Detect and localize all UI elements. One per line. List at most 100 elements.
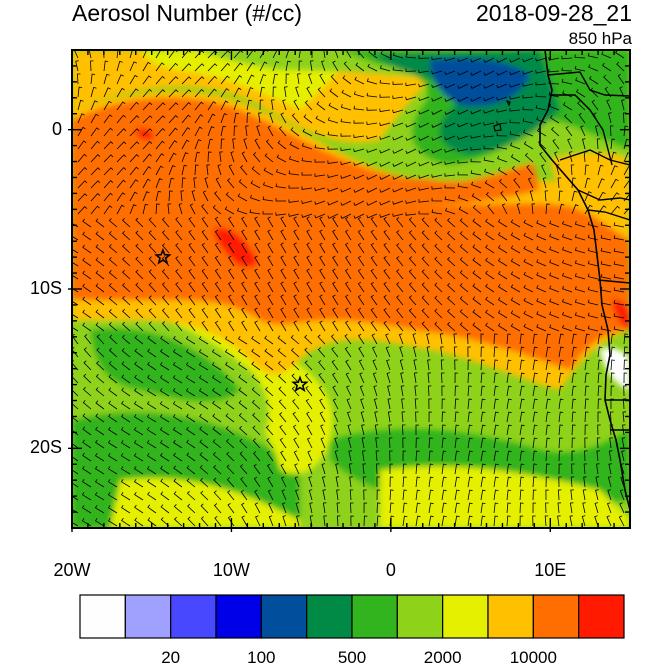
wind-barb — [493, 424, 499, 436]
wind-barb — [321, 450, 326, 462]
wind-barb — [268, 515, 274, 527]
wind-barb — [485, 218, 495, 228]
wind-barb — [181, 63, 192, 72]
wind-barb — [225, 361, 235, 371]
wind-barb — [532, 398, 538, 410]
wind-barb — [582, 502, 586, 514]
wind-barb — [281, 489, 287, 501]
wind-barb — [288, 155, 300, 163]
wind-barb — [421, 217, 430, 228]
wind-barb — [135, 217, 144, 228]
wind-barb — [467, 411, 473, 423]
wind-barb — [315, 115, 326, 124]
wind-barb — [405, 187, 417, 192]
wind-barb — [441, 411, 446, 423]
colorbar-swatch — [532, 594, 580, 639]
wind-barb — [155, 75, 165, 85]
wind-barb — [558, 203, 565, 215]
wind-barb — [497, 309, 508, 319]
wind-barb — [293, 229, 300, 241]
wind-barb — [597, 151, 602, 163]
wind-barb — [322, 476, 326, 488]
wind-barb — [207, 75, 218, 85]
wind-barb — [402, 515, 408, 527]
wind-barb — [421, 256, 430, 267]
wind-barb — [133, 427, 144, 436]
wind-barb — [431, 148, 443, 154]
wind-barb — [480, 359, 485, 371]
wind-barb — [447, 295, 456, 306]
wind-barb — [336, 515, 341, 527]
wind-barb — [413, 372, 418, 384]
wind-barb — [613, 326, 625, 332]
colorbar-swatch — [487, 594, 534, 639]
wind-barb — [571, 424, 576, 436]
lon-label: 0 — [385, 560, 396, 580]
wind-barb — [545, 502, 549, 514]
colorbar-swatch — [396, 594, 444, 639]
wind-barb — [147, 361, 157, 371]
wind-barb — [545, 359, 551, 371]
wind-barb — [434, 256, 443, 267]
wind-barb — [135, 295, 144, 306]
wind-barb — [519, 515, 524, 527]
lat-label: 20S — [29, 437, 62, 458]
wind-barb — [386, 359, 391, 371]
wind-barb — [238, 413, 248, 423]
wind-barb — [304, 334, 313, 345]
wind-barb — [405, 135, 417, 141]
wind-barb — [480, 385, 486, 397]
wind-barb — [122, 217, 131, 228]
wind-barb — [155, 203, 160, 215]
wind-barb — [483, 109, 495, 114]
wind-barb — [238, 400, 248, 410]
wind-barb — [275, 197, 286, 202]
wind-barb — [95, 426, 105, 436]
wind-barb — [402, 437, 406, 449]
pressure-level: 850 hPa — [568, 29, 632, 48]
wind-barb — [480, 424, 486, 436]
wind-barb — [408, 269, 417, 280]
wind-barb — [147, 374, 157, 384]
wind-barb — [305, 385, 313, 397]
wind-barb — [108, 347, 118, 358]
wind-barb — [388, 437, 393, 449]
wind-barb — [332, 398, 339, 410]
wind-barb — [332, 281, 339, 293]
wind-barb — [84, 334, 92, 345]
wind-barb — [228, 242, 235, 254]
wind-barb — [160, 335, 170, 345]
wind-barb — [185, 349, 196, 358]
wind-barb — [379, 161, 391, 167]
wind-barb — [188, 229, 196, 241]
wind-barb — [211, 349, 222, 358]
wind-barb — [571, 398, 577, 410]
wind-barb — [83, 347, 92, 358]
wind-barb — [405, 109, 417, 115]
wind-barb — [214, 268, 222, 280]
wind-barb — [472, 309, 482, 319]
wind-barb — [389, 502, 394, 514]
wind-barb — [545, 385, 551, 397]
wind-barb — [254, 320, 261, 332]
wind-barb — [366, 107, 378, 111]
wind-barb — [379, 108, 391, 113]
wind-barb — [108, 218, 118, 228]
wind-barb — [467, 476, 473, 488]
wind-barb — [201, 242, 209, 254]
wind-barb — [96, 347, 105, 358]
wind-barb — [549, 285, 560, 293]
wind-barb — [527, 177, 534, 189]
colorbar-swatch — [578, 594, 625, 639]
wind-barb — [134, 517, 144, 527]
wind-barb — [254, 138, 261, 150]
wind-barb — [584, 359, 590, 371]
wind-barb — [186, 490, 196, 501]
wind-barb — [467, 463, 473, 475]
wind-barb — [189, 203, 196, 215]
wind-barb — [292, 424, 300, 436]
wind-barb — [135, 308, 144, 319]
colorbar-swatch — [215, 594, 262, 639]
wind-barb — [159, 401, 170, 410]
wind-barb — [280, 320, 287, 332]
